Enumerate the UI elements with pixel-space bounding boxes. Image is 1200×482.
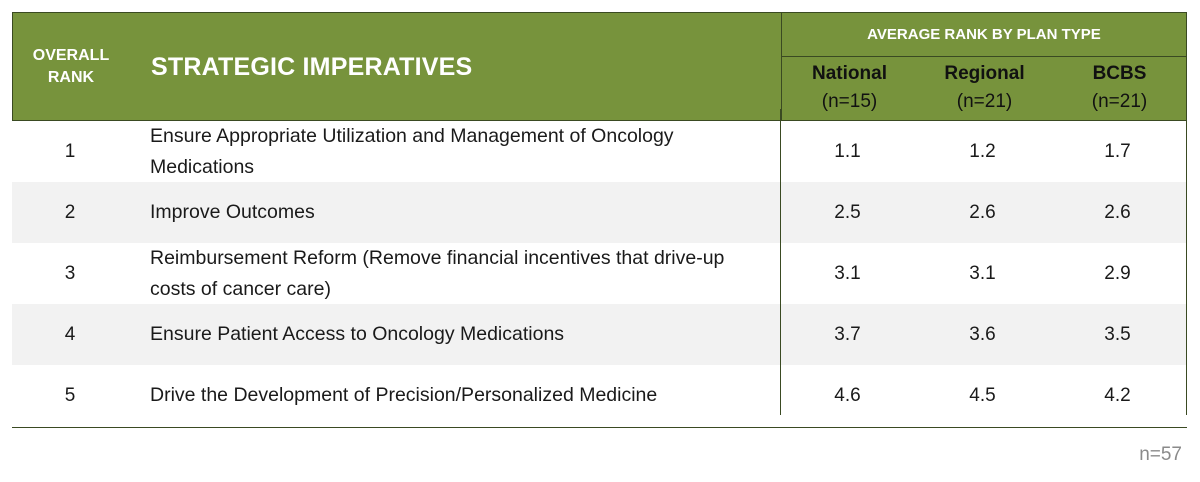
plan-type-columns: National (n=15) Regional (n=21) BCBS (n=21): [782, 57, 1186, 120]
value-cell-regional: 3.1: [969, 262, 996, 284]
column-name: National: [812, 63, 887, 84]
value-cell-regional: 3.6: [969, 323, 996, 345]
bottom-border: [12, 427, 1187, 428]
imperative-cell: Ensure Appropriate Utilization and Manag…: [150, 124, 674, 178]
value-cell-bcbs: 2.9: [1104, 262, 1131, 284]
rank-cell: 4: [64, 323, 76, 345]
value-cell-national: 3.7: [834, 323, 861, 345]
column-name: BCBS: [1092, 63, 1147, 84]
rank-cell: 2: [64, 201, 76, 223]
imperative-cell: Improve Outcomes: [150, 201, 315, 223]
right-border: [1186, 109, 1187, 415]
column-sample-size: (n=21): [1091, 91, 1148, 112]
value-cell-regional: 4.5: [969, 384, 996, 406]
column-name: Regional: [944, 63, 1025, 84]
average-rank-group: AVERAGE RANK BY PLAN TYPE National (n=15)…: [781, 13, 1186, 120]
table-row: 4 Ensure Patient Access to Oncology Medic…: [12, 304, 1187, 365]
imperative-cell: Reimbursement Reform (Remove financial i…: [150, 246, 725, 300]
table-body: 1 Ensure Appropriate Utilization and Mana…: [12, 121, 1187, 426]
strategic-imperatives-header: STRATEGIC IMPERATIVES: [151, 53, 473, 81]
table-row: 2 Improve Outcomes 2.5 2.6 2.6: [12, 182, 1187, 243]
imperative-cell: Ensure Patient Access to Oncology Medica…: [150, 323, 565, 345]
table-header: OVERALL RANK STRATEGIC IMPERATIVES AVERA…: [12, 12, 1187, 121]
average-rank-header: AVERAGE RANK BY PLAN TYPE: [782, 13, 1186, 57]
table-row: 5 Drive the Development of Precision/Pers…: [12, 365, 1187, 426]
value-cell-national: 3.1: [834, 262, 861, 284]
column-sample-size: (n=21): [956, 91, 1013, 112]
value-cell-regional: 1.2: [969, 140, 996, 162]
value-cell-bcbs: 3.5: [1104, 323, 1131, 345]
value-cell-bcbs: 2.6: [1104, 201, 1131, 223]
column-header-regional: Regional (n=21): [917, 61, 1052, 117]
rank-cell: 1: [64, 140, 76, 162]
table-row: 3 Reimbursement Reform (Remove financial …: [12, 243, 1187, 304]
rank-cell: 3: [64, 262, 76, 284]
rank-cell: 5: [64, 384, 76, 406]
overall-rank-header: OVERALL RANK: [32, 46, 110, 86]
value-cell-national: 1.1: [834, 140, 861, 162]
table-row: 1 Ensure Appropriate Utilization and Mana…: [12, 121, 1187, 182]
value-cell-national: 2.5: [834, 201, 861, 223]
imperative-cell: Drive the Development of Precision/Perso…: [150, 384, 658, 406]
column-sample-size: (n=15): [821, 91, 878, 112]
column-header-bcbs: BCBS (n=21): [1052, 61, 1187, 117]
column-header-national: National (n=15): [782, 61, 917, 117]
value-cell-regional: 2.6: [969, 201, 996, 223]
value-cell-bcbs: 1.7: [1104, 140, 1131, 162]
rank-table: OVERALL RANK STRATEGIC IMPERATIVES AVERA…: [12, 12, 1187, 426]
value-cell-national: 4.6: [834, 384, 861, 406]
sample-size-footnote: n=57: [1139, 444, 1182, 465]
value-cell-bcbs: 4.2: [1104, 384, 1131, 406]
column-divider: [780, 109, 781, 415]
